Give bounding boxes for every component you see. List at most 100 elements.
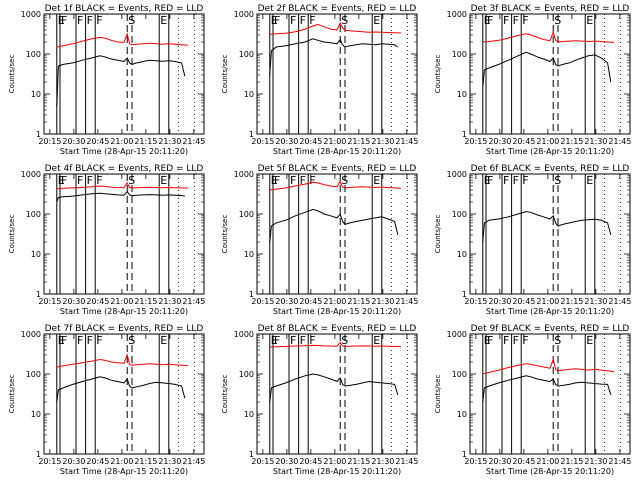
x-tick-label: 21:45 — [182, 297, 205, 306]
x-tick-label: 20:30 — [488, 457, 511, 466]
marker-label: F — [61, 334, 67, 347]
marker-label: F — [513, 14, 519, 27]
y-tick-label: 1 — [36, 450, 41, 459]
events-series-line — [56, 376, 186, 403]
x-tick-label: 21:15 — [134, 297, 157, 306]
y-tick-label: 1 — [249, 290, 254, 299]
events-series-line — [482, 51, 612, 88]
marker-label: E — [484, 334, 491, 347]
y-tick-label: 1000 — [21, 170, 41, 179]
plot-frame — [256, 173, 418, 295]
panel-title: Det 5f BLACK = Events, RED = LLD — [258, 164, 417, 174]
marker-label: F — [87, 174, 93, 187]
marker-label: F — [503, 334, 509, 347]
y-tick-label: 100 — [26, 50, 41, 59]
x-tick-label: 21:15 — [134, 457, 157, 466]
x-tick-label: 21:00 — [110, 457, 133, 466]
y-axis-label: Counts/sec — [221, 375, 229, 414]
x-tick-label: 21:00 — [323, 457, 346, 466]
marker-label: E — [586, 334, 593, 347]
x-tick-label: 21:30 — [158, 137, 181, 146]
lld-series-line — [269, 180, 402, 191]
marker-label: F — [61, 174, 67, 187]
x-axis-label: Start Time (28-Apr-15 20:11:20) — [60, 307, 188, 316]
y-tick-label: 10 — [244, 250, 254, 259]
marker-label: E — [586, 14, 593, 27]
panel-title: Det 4f BLACK = Events, RED = LLD — [45, 164, 204, 174]
x-tick-label: 21:45 — [182, 457, 205, 466]
marker-label: F — [503, 14, 509, 27]
marker-label: F — [513, 334, 519, 347]
events-series-line — [482, 211, 612, 243]
lld-series-line — [56, 353, 189, 368]
y-tick-label: 100 — [239, 50, 254, 59]
marker-label: F — [61, 14, 67, 27]
x-tick-label: 21:00 — [536, 137, 559, 146]
x-tick-label: 21:00 — [536, 457, 559, 466]
panel-det-2f: Det 2f BLACK = Events, RED = LLD 1 10 100 10… — [221, 4, 418, 156]
marker-label: F — [487, 334, 493, 347]
x-tick-label: 20:15 — [38, 457, 61, 466]
panel-det-1f: Det 1f BLACK = Events, RED = LLD 1 10 100 10… — [8, 4, 205, 156]
x-tick-label: 21:45 — [608, 137, 631, 146]
panel-title: Det 3f BLACK = Events, RED = LLD — [471, 4, 630, 14]
plot-frame — [469, 173, 631, 295]
x-axis-label: Start Time (28-Apr-15 20:11:20) — [486, 307, 614, 316]
marker-label: F — [522, 174, 528, 187]
x-tick-label: 21:30 — [371, 137, 394, 146]
x-axis-label: Start Time (28-Apr-15 20:11:20) — [486, 147, 614, 156]
y-tick-label: 10 — [244, 410, 254, 419]
panel-title: Det 1f BLACK = Events, RED = LLD — [45, 4, 204, 14]
y-tick-label: 1000 — [21, 330, 41, 339]
x-tick-label: 21:30 — [584, 297, 607, 306]
marker-label: F — [96, 14, 102, 27]
x-tick-label: 20:45 — [86, 297, 109, 306]
x-tick-label: 21:00 — [110, 137, 133, 146]
events-series-line — [56, 190, 185, 203]
x-tick-label: 21:30 — [371, 457, 394, 466]
x-axis-label: Start Time (28-Apr-15 20:11:20) — [60, 147, 188, 156]
y-tick-label: 1000 — [447, 170, 467, 179]
events-series-line — [269, 208, 399, 243]
x-axis-label: Start Time (28-Apr-15 20:11:20) — [273, 307, 401, 316]
x-tick-label: 20:30 — [488, 137, 511, 146]
x-tick-label: 21:15 — [347, 137, 370, 146]
marker-label: E — [484, 14, 491, 27]
y-tick-label: 10 — [31, 90, 41, 99]
x-tick-label: 20:15 — [38, 137, 61, 146]
y-tick-label: 100 — [239, 370, 254, 379]
marker-label: F — [522, 334, 528, 347]
x-tick-label: 20:45 — [512, 137, 535, 146]
panel-title: Det 2f BLACK = Events, RED = LLD — [258, 4, 417, 14]
x-tick-label: 20:30 — [275, 137, 298, 146]
x-tick-label: 20:15 — [464, 297, 487, 306]
x-tick-label: 20:45 — [512, 457, 535, 466]
y-tick-label: 10 — [457, 250, 467, 259]
y-tick-label: 100 — [26, 370, 41, 379]
x-tick-label: 21:45 — [608, 297, 631, 306]
marker-label: E — [160, 334, 167, 347]
y-tick-label: 10 — [31, 410, 41, 419]
x-tick-label: 21:15 — [560, 297, 583, 306]
lld-series-line — [482, 357, 615, 375]
marker-label: F — [290, 14, 296, 27]
x-tick-label: 20:15 — [251, 137, 274, 146]
plot-frame — [43, 333, 205, 455]
y-tick-label: 10 — [457, 90, 467, 99]
marker-label: E — [271, 334, 278, 347]
panel-det-9f: Det 9f BLACK = Events, RED = LLD 1 10 100 10… — [434, 324, 631, 476]
x-tick-label: 20:15 — [38, 297, 61, 306]
marker-label: F — [300, 174, 306, 187]
y-tick-label: 100 — [26, 210, 41, 219]
y-tick-label: 1 — [462, 290, 467, 299]
x-tick-label: 20:45 — [299, 137, 322, 146]
x-tick-label: 20:45 — [299, 457, 322, 466]
marker-label: F — [300, 334, 306, 347]
y-tick-label: 1000 — [447, 10, 467, 19]
marker-label: F — [290, 174, 296, 187]
marker-label: F — [487, 14, 493, 27]
y-axis-label: Counts/sec — [434, 375, 442, 414]
lld-series-line — [269, 341, 402, 348]
x-tick-label: 20:30 — [275, 297, 298, 306]
